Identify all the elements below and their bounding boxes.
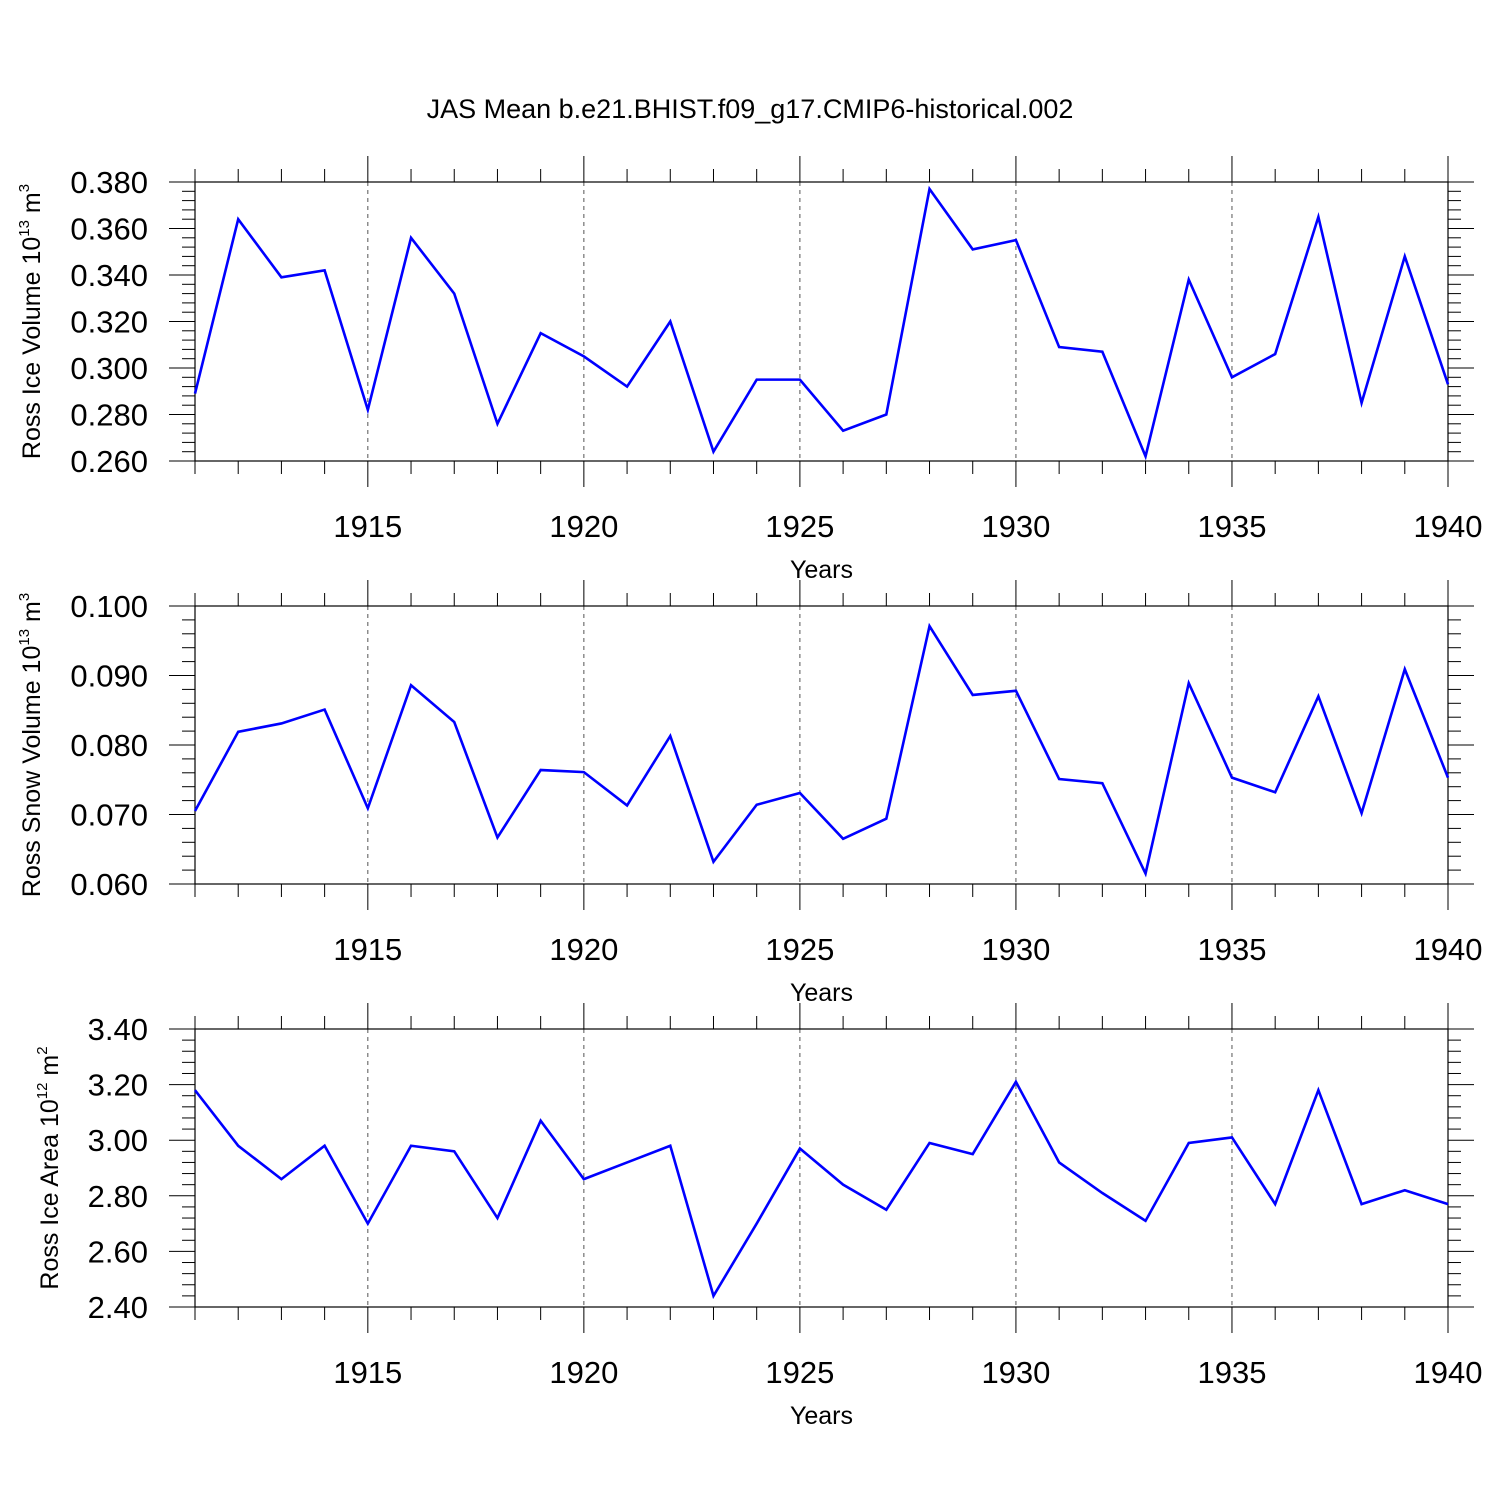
y-axis-title-unit_exp: 3 — [16, 593, 33, 601]
y-tick-label: 0.360 — [70, 212, 148, 247]
y-tick-label: 0.320 — [70, 305, 148, 340]
plot-frame — [194, 181, 1449, 462]
y-tick-label: 0.300 — [70, 351, 148, 386]
y-tick-label: 0.070 — [70, 798, 148, 833]
y-tick-label: 2.60 — [88, 1234, 148, 1269]
x-tick-label: 1940 — [1414, 932, 1483, 967]
y-tick-label: 0.380 — [70, 165, 148, 200]
x-tick-label: 1935 — [1197, 509, 1266, 544]
x-tick-label: 1915 — [333, 509, 402, 544]
x-tick-label: 1915 — [333, 932, 402, 967]
y-axis-title-unit_exp: 3 — [16, 184, 33, 192]
y-axis-title-exp: 13 — [16, 220, 33, 237]
x-tick-label: 1930 — [981, 1355, 1050, 1390]
series-line-ross-ice-volume — [193, 185, 1450, 461]
y-axis-title-unit: m — [18, 192, 46, 220]
y-axis-title-main: Ross Ice Volume 10 — [18, 237, 46, 459]
y-tick-label: 3.20 — [88, 1068, 148, 1103]
x-tick-label: 1930 — [981, 509, 1050, 544]
y-tick-label: 0.060 — [70, 867, 148, 902]
y-tick-label: 0.080 — [70, 728, 148, 763]
y-axis-title-unit: m — [36, 1055, 64, 1083]
y-tick-label: 2.40 — [88, 1290, 148, 1325]
y-axis-title-main: Ross Ice Area 10 — [36, 1099, 64, 1289]
y-axis-title-unit: m — [18, 601, 46, 629]
chart-panel-2: 0.060 0.070 0.080 0.090 0.100 1915 1920 1925 193… — [16, 580, 1482, 1007]
plot-frame — [194, 605, 1449, 885]
x-axis-title: Years — [790, 556, 853, 584]
y-tick-label: 0.090 — [70, 659, 148, 694]
chart-panel-3: 2.40 2.60 2.80 3.00 3.20 3.40 1915 1920 1925 1930… — [34, 1003, 1482, 1430]
x-tick-label: 1940 — [1414, 1355, 1483, 1390]
y-tick-label: 0.340 — [70, 258, 148, 293]
y-axis-title-unit_exp: 2 — [34, 1046, 51, 1054]
y-axis-title-main: Ross Snow Volume 10 — [18, 646, 46, 898]
series-line-ross-snow-volume — [193, 622, 1450, 878]
y-tick-label: 0.260 — [70, 444, 148, 479]
x-tick-label: 1935 — [1197, 1355, 1266, 1390]
x-tick-label: 1925 — [765, 509, 834, 544]
chart-panels: 0.260 0.280 0.300 0.320 0.340 0.360 0.380 1915 1… — [16, 156, 1482, 1430]
plot-frame — [194, 1028, 1449, 1308]
y-tick-label: 2.80 — [88, 1179, 148, 1214]
y-tick-label: 3.00 — [88, 1123, 148, 1158]
x-tick-label: 1920 — [549, 932, 618, 967]
x-tick-label: 1920 — [549, 1355, 618, 1390]
y-tick-label: 0.280 — [70, 398, 148, 433]
y-tick-label: 0.100 — [70, 589, 148, 624]
x-axis-title: Years — [790, 1402, 853, 1430]
y-axis-title: Ross Snow Volume 1013 m3 — [16, 593, 46, 897]
x-tick-label: 1925 — [765, 1355, 834, 1390]
series-line-ross-ice-area — [193, 1079, 1449, 1300]
chart-panel-1: 0.260 0.280 0.300 0.320 0.340 0.360 0.380 1915 1… — [16, 156, 1482, 584]
chart-title: JAS Mean b.e21.BHIST.f09_g17.CMIP6-histo… — [427, 94, 1074, 124]
x-axis-title: Years — [790, 979, 853, 1007]
x-tick-label: 1930 — [981, 932, 1050, 967]
y-axis-title-exp: 12 — [34, 1083, 51, 1100]
y-tick-label: 3.40 — [88, 1012, 148, 1047]
y-axis-title-exp: 13 — [16, 629, 33, 646]
y-axis-title: Ross Ice Area 1012 m2 — [34, 1046, 64, 1289]
x-tick-label: 1915 — [333, 1355, 402, 1390]
x-tick-label: 1920 — [549, 509, 618, 544]
x-tick-label: 1925 — [765, 932, 834, 967]
x-tick-label: 1940 — [1414, 509, 1483, 544]
x-tick-label: 1935 — [1197, 932, 1266, 967]
y-axis-title: Ross Ice Volume 1013 m3 — [16, 184, 46, 459]
